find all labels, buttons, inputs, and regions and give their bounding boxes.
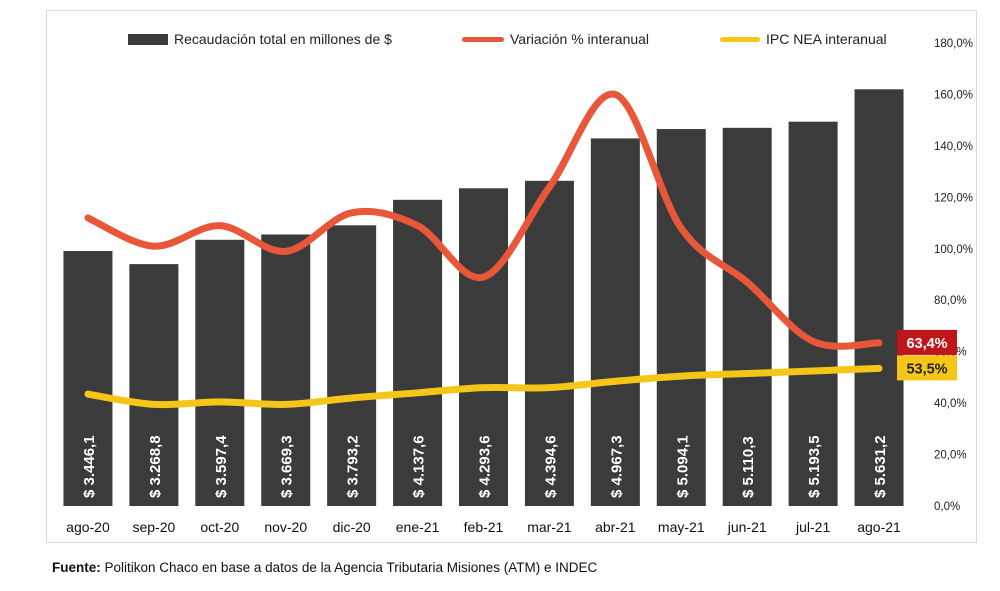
legend-label-recaudacion: Recaudación total en millones de $ (174, 31, 392, 47)
bar-sep-20 (129, 264, 179, 506)
x-tick-abr-21: abr-21 (595, 519, 636, 535)
x-tick-feb-21: feb-21 (464, 519, 504, 535)
x-tick-jun-21: jun-21 (727, 519, 767, 535)
y2-tick-5: 100,0% (934, 244, 973, 256)
legend-item-recaudacion: Recaudación total en millones de $ (128, 29, 392, 49)
line-ipc (84, 364, 883, 409)
bar-label-ene-21: $ 4.137,6 (411, 435, 428, 498)
legend-item-variacion: Variación % interanual (462, 29, 649, 49)
bar-label-ago-21: $ 5.631,2 (872, 435, 889, 498)
bar-label-ago-20: $ 3.446,1 (81, 435, 98, 498)
bar-nov-20 (261, 234, 311, 506)
bar-feb-21 (459, 188, 508, 506)
bar-ene-21 (393, 199, 443, 506)
y2-tick-4: 80,0% (934, 295, 967, 307)
bar-label-dic-20: $ 3.793,2 (345, 435, 362, 498)
source-text: Politikon Chaco en base a datos de la Ag… (100, 560, 598, 575)
end-label-box-1 (897, 355, 957, 381)
bar-label-feb-21: $ 4.293,6 (477, 435, 494, 498)
x-tick-may-21: may-21 (658, 519, 705, 535)
source-footer: Fuente: Politikon Chaco en base a datos … (52, 560, 597, 575)
x-tick-jul-21: jul-21 (795, 519, 830, 535)
legend-swatch-variacion (462, 36, 504, 42)
bar-mar-21 (524, 180, 574, 506)
bar-jun-21 (722, 127, 772, 506)
bar-oct-20 (195, 239, 245, 506)
end-label-1: 53,5% (906, 361, 947, 377)
x-tick-dic-20: dic-20 (333, 519, 371, 535)
bar-label-jun-21: $ 5.110,3 (740, 436, 757, 498)
x-tick-mar-21: mar-21 (527, 519, 572, 535)
legend-swatch-ipc (720, 36, 760, 42)
bar-label-may-21: $ 5.094,1 (674, 435, 691, 498)
x-tick-nov-20: nov-20 (264, 519, 307, 535)
legend-label-variacion: Variación % interanual (510, 31, 650, 47)
bar-ago-21 (854, 89, 904, 506)
bar-label-sep-20: $ 3.268,8 (147, 435, 164, 498)
y2-tick-2: 40,0% (934, 398, 967, 410)
y2-tick-0: 0,0% (934, 501, 960, 513)
bar-label-mar-21: $ 4.394,6 (542, 435, 559, 498)
legend-label-ipc: IPC NEA interanual (766, 31, 887, 47)
bar-label-nov-20: $ 3.669,3 (279, 435, 296, 498)
x-tick-ago-21: ago-21 (857, 519, 901, 535)
x-tick-ene-21: ene-21 (396, 519, 440, 535)
y2-tick-9: 180,0% (934, 38, 973, 50)
bar-label-abr-21: $ 4.967,3 (608, 435, 625, 498)
y2-tick-6: 120,0% (934, 192, 973, 204)
source-label: Fuente: (52, 560, 101, 575)
bar-ago-20 (63, 250, 113, 506)
x-tick-sep-20: sep-20 (132, 519, 175, 535)
line-variacion (84, 90, 883, 350)
bar-label-jul-21: $ 5.193,5 (806, 435, 823, 498)
end-label-box-0 (897, 329, 957, 355)
bar-dic-20 (327, 225, 377, 506)
y2-tick-8: 160,0% (934, 89, 973, 101)
legend-item-ipc: IPC NEA interanual (720, 29, 887, 49)
legend-swatch-bar (128, 33, 168, 45)
bar-label-oct-20: $ 3.597,4 (213, 435, 230, 498)
bar-abr-21 (590, 138, 640, 506)
x-tick-ago-20: ago-20 (66, 519, 110, 535)
bar-jul-21 (788, 121, 838, 506)
y2-tick-1: 20,0% (934, 450, 967, 462)
end-label-0: 63,4% (906, 336, 947, 352)
x-tick-oct-20: oct-20 (200, 519, 239, 535)
y2-tick-7: 140,0% (934, 141, 973, 153)
